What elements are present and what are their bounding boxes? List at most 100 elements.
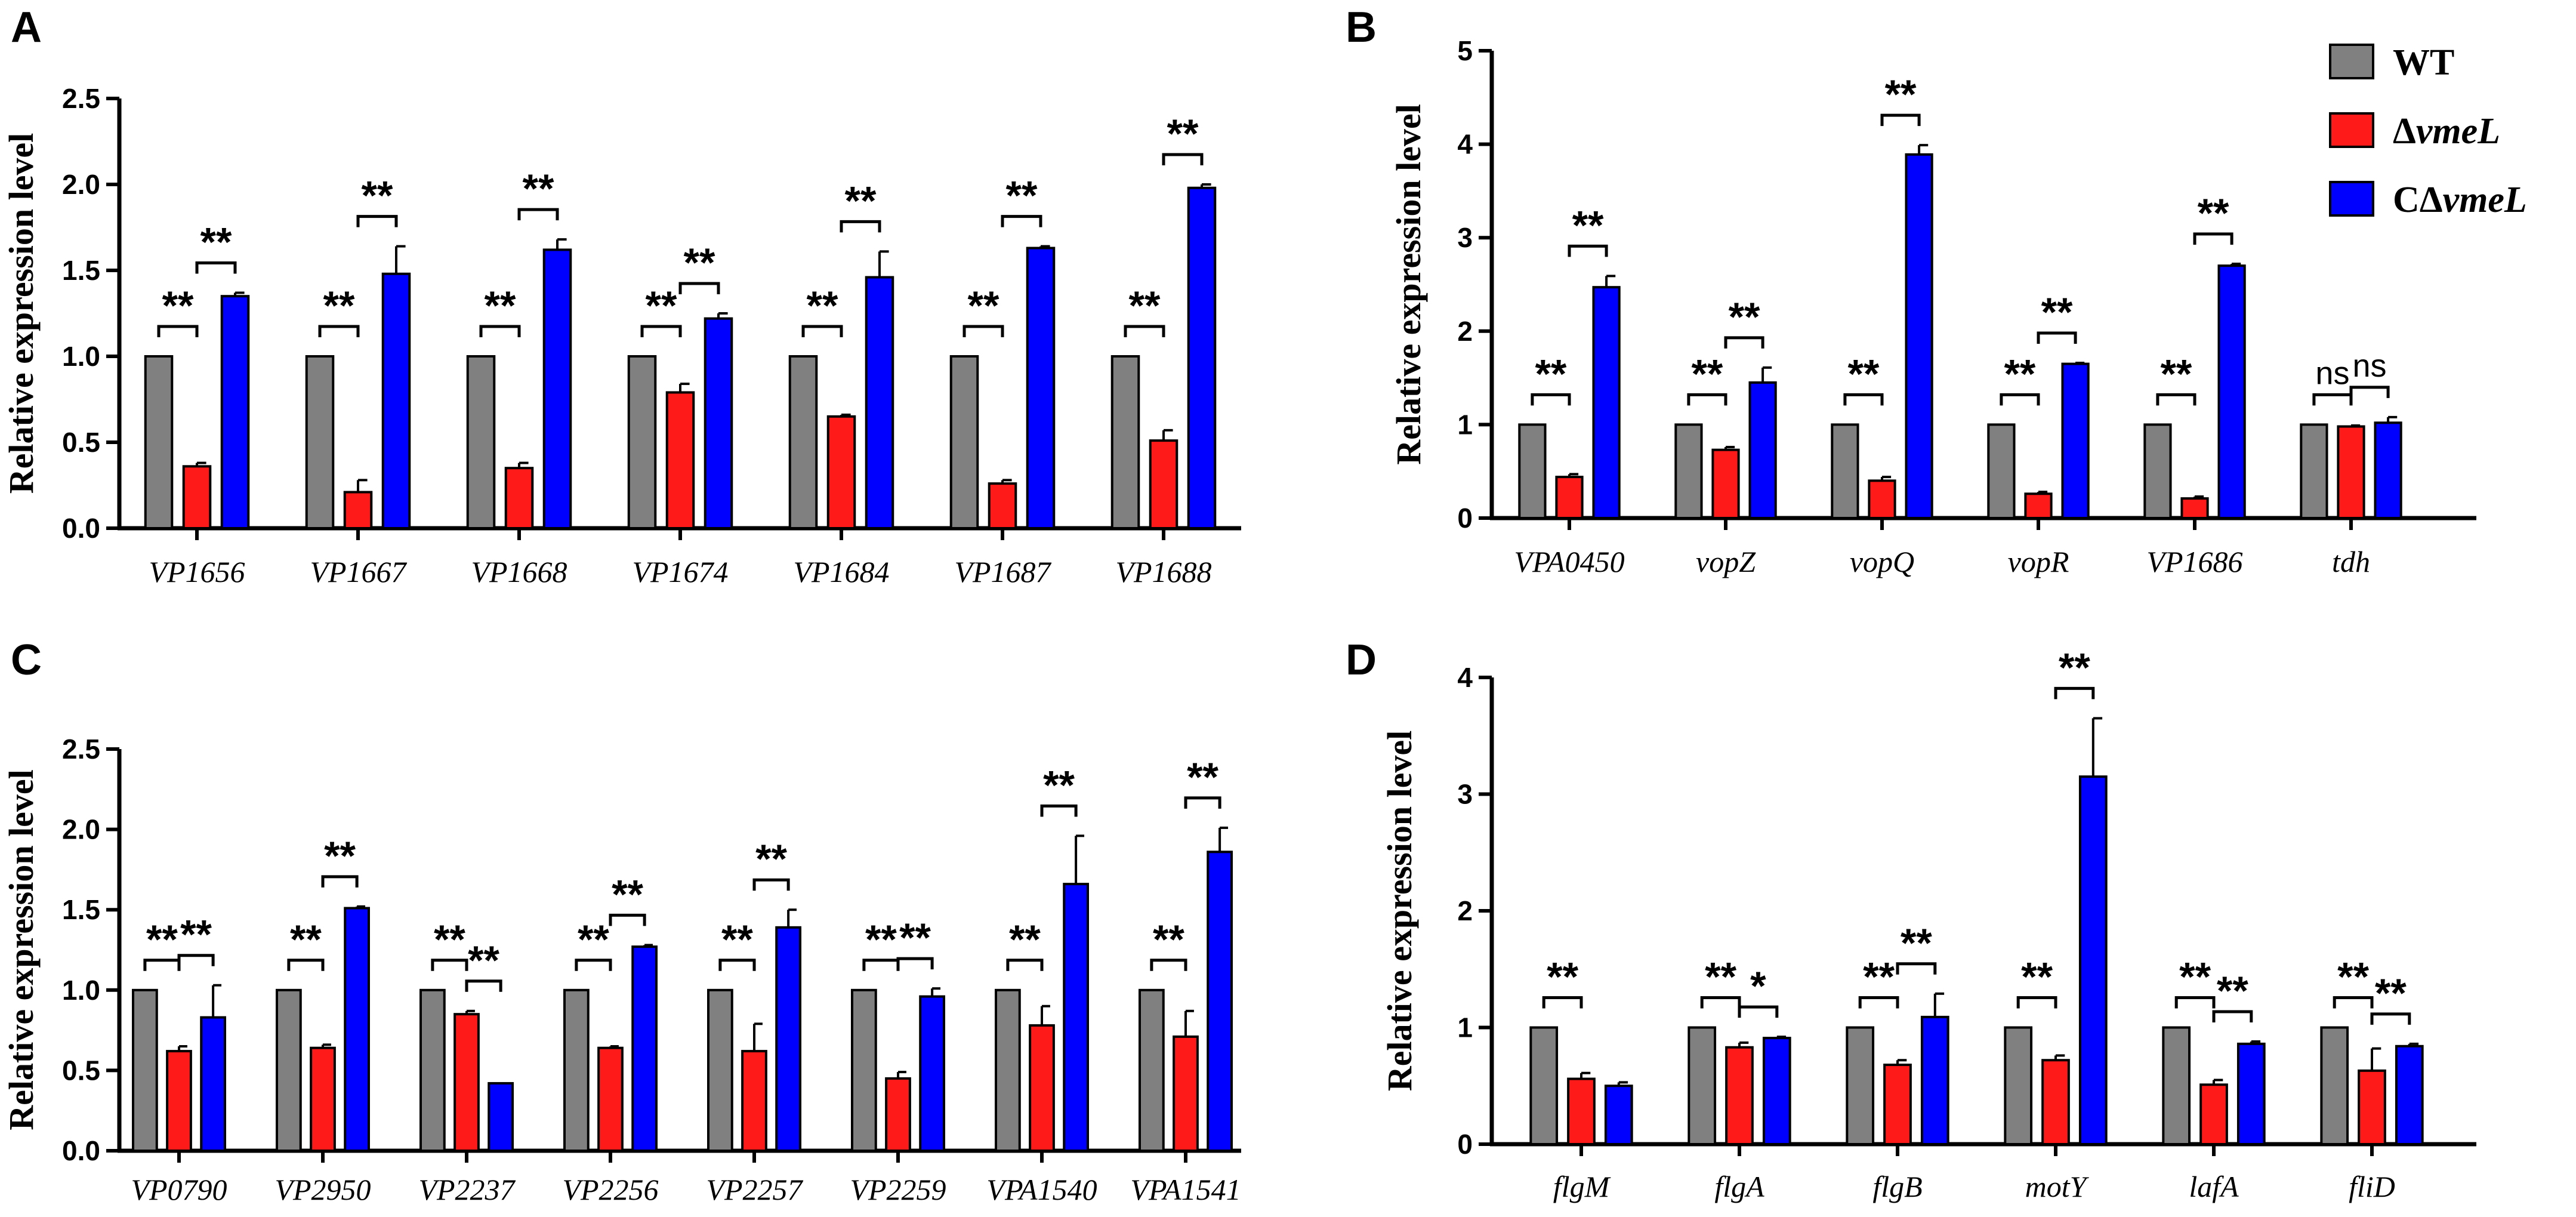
significance-label: ** (2375, 970, 2407, 1016)
y-tick-label: 3 (1457, 779, 1473, 810)
bar (2180, 497, 2209, 520)
significance-bracket (287, 959, 325, 971)
x-tick-label: VPA1541 (1130, 1173, 1241, 1206)
significance-label: ** (2179, 954, 2211, 1000)
bar (1762, 1037, 1791, 1145)
bar (1725, 1046, 1754, 1145)
y-axis-label: Relative expression level (2, 769, 41, 1130)
significance-label: ** (1187, 754, 1218, 800)
x-tick-label: vopR (2008, 545, 2069, 578)
legend-label-prefix: CΔ (2393, 180, 2443, 220)
legend-swatch (2329, 181, 2374, 217)
bar (707, 988, 733, 1153)
panel-c: C Relative expression level 0.0 0.5 1.0 1.5 2.… (2, 636, 1241, 1206)
significance-label: ns (2353, 348, 2387, 384)
significance-bracket (2037, 331, 2077, 344)
bar (995, 988, 1021, 1153)
significance-label: ** (2217, 968, 2248, 1013)
significance-bracket (517, 208, 559, 221)
y-axis-label: Relative expression level (1380, 731, 1419, 1092)
bar (1026, 247, 1056, 529)
y-tick-label: 2.0 (62, 814, 100, 845)
legend-label-prefix: Δ (2393, 111, 2416, 152)
significance-label: ** (162, 283, 194, 328)
significance-label: ** (1572, 202, 1604, 248)
bar (865, 276, 894, 529)
bar (851, 988, 877, 1153)
significance-label: ** (2021, 954, 2053, 1000)
x-tick-label: VPA1540 (986, 1173, 1097, 1206)
x-tick-label: VP1687 (954, 555, 1051, 589)
bar (2061, 362, 2090, 519)
significance-bracket (2054, 686, 2095, 700)
bar (1149, 439, 1179, 529)
significance-label: ** (1901, 920, 1932, 966)
significance-label: ** (1847, 351, 1879, 396)
significance-label: ** (1043, 762, 1075, 808)
significance-label: ** (290, 917, 322, 962)
x-tick-label: lafA (2189, 1170, 2239, 1203)
y-tick-label: 2.5 (62, 83, 100, 114)
significance-label: ** (180, 912, 212, 957)
bar (988, 482, 1017, 529)
x-tick-label: VP1667 (310, 555, 407, 589)
significance-label: ** (865, 917, 897, 962)
significance-label: ** (485, 283, 516, 328)
x-tick-label: vopQ (1850, 545, 1914, 578)
x-tick-label: fliD (2349, 1170, 2395, 1203)
significance-bracket (465, 979, 502, 992)
y-tick-label: 2.5 (62, 734, 100, 765)
bar (1567, 1077, 1596, 1146)
significance-bracket (1184, 796, 1221, 809)
bar (182, 465, 212, 530)
bar (132, 988, 158, 1153)
significance-label: ** (684, 240, 715, 285)
bar (741, 1050, 767, 1152)
bar (305, 355, 335, 529)
significance-bracket (1896, 962, 1937, 975)
legend-label-prefix: WT (2393, 42, 2454, 83)
bar (1987, 423, 2016, 520)
significance-bracket (2016, 996, 2057, 1009)
bar (788, 355, 818, 529)
bar (1687, 1026, 1717, 1145)
significance-bracket (1880, 113, 1921, 127)
significance-bracket (1738, 1005, 1779, 1018)
bar (1868, 479, 1896, 519)
significance-label: ** (1885, 72, 1917, 117)
bar (1711, 448, 1740, 520)
significance-label: ns (2315, 355, 2349, 391)
x-tick-label: VP2257 (706, 1173, 803, 1206)
bar (2337, 425, 2365, 519)
significance-label: ** (845, 178, 877, 223)
x-tick-label: VP2950 (274, 1173, 371, 1206)
bar (542, 248, 572, 529)
significance-label: ** (1009, 917, 1041, 962)
y-tick-label: 2 (1457, 316, 1473, 347)
legend-label: ΔvmeL (2393, 111, 2500, 152)
significance-label: ** (1006, 173, 1038, 218)
bar (2199, 1083, 2228, 1146)
bar (1207, 851, 1233, 1152)
bar (1187, 186, 1217, 529)
y-tick-label: 0.0 (62, 1135, 100, 1166)
bar (627, 355, 657, 529)
bar (1139, 988, 1165, 1153)
significance-bracket (2193, 232, 2233, 245)
y-axis-label: Relative expression level (1389, 104, 1428, 465)
significance-label: ** (1535, 351, 1566, 396)
bar (2041, 1059, 2070, 1145)
significance-bracket (2349, 386, 2390, 398)
significance-bracket (2000, 393, 2040, 406)
x-tick-label: VP2259 (850, 1173, 946, 1206)
significance-label: ** (2004, 351, 2035, 396)
significance-bracket (1568, 244, 1608, 257)
y-tick-label: 1 (1457, 1012, 1473, 1043)
bar (2236, 1042, 2266, 1145)
bar (2024, 492, 2053, 519)
significance-bracket (2156, 393, 2196, 406)
significance-bracket (1700, 996, 1741, 1009)
significance-label: * (1750, 963, 1766, 1009)
significance-label: ** (1729, 294, 1760, 340)
